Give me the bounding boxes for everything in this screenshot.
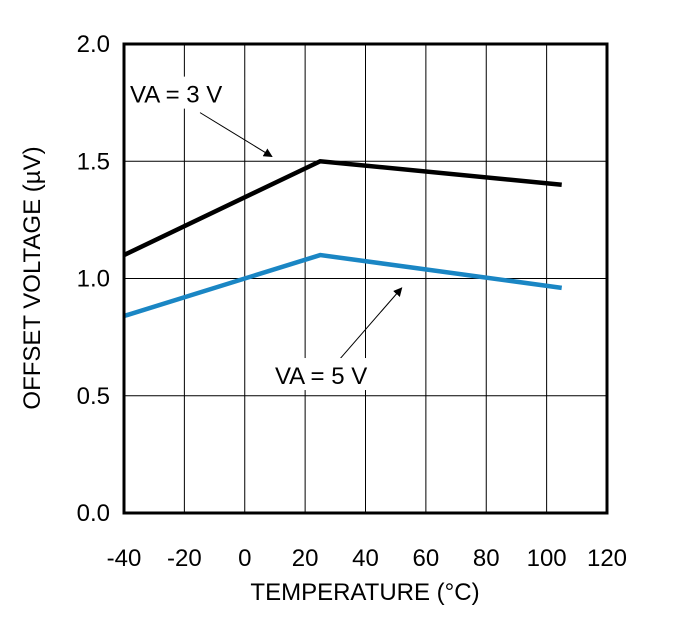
x-tick-label: 60 bbox=[413, 545, 440, 572]
x-tick-label: 120 bbox=[587, 545, 627, 572]
x-tick-label: 100 bbox=[527, 545, 567, 572]
plot-frame bbox=[122, 42, 609, 515]
series-line-va-5v bbox=[123, 252, 563, 319]
y-tick-label: 1.5 bbox=[77, 148, 110, 175]
x-tick-label: 20 bbox=[292, 545, 319, 572]
series-line-va-3v bbox=[123, 158, 562, 258]
grid bbox=[124, 44, 607, 513]
y-tick-label: 0.5 bbox=[77, 383, 110, 410]
annotation-arrow bbox=[338, 287, 403, 361]
x-axis-label: TEMPERATURE (°C) bbox=[250, 579, 479, 606]
x-tick-label: 0 bbox=[238, 545, 251, 572]
y-axis-label: OFFSET VOLTAGE (µV) bbox=[19, 146, 46, 409]
x-tick-label: 80 bbox=[473, 545, 500, 572]
y-tick-labels: 0.0 0.5 1.0 1.5 2.0 bbox=[77, 31, 110, 527]
annotations: VA = 3 V VA = 5 V bbox=[124, 76, 403, 391]
y-tick-label: 0.0 bbox=[77, 500, 110, 527]
annotation-label-va-5v: VA = 5 V bbox=[275, 363, 367, 390]
annotation-arrow bbox=[199, 112, 273, 158]
x-tick-label: 40 bbox=[352, 545, 379, 572]
y-tick-label: 2.0 bbox=[77, 31, 110, 58]
x-tick-label: -20 bbox=[167, 545, 202, 572]
x-tick-label: -40 bbox=[107, 545, 142, 572]
annotation-background bbox=[124, 76, 245, 109]
annotation-label-va-3v: VA = 3 V bbox=[130, 82, 222, 109]
series-group bbox=[123, 158, 563, 319]
y-tick-label: 1.0 bbox=[77, 266, 110, 293]
x-tick-labels: -40 -20 0 20 40 60 80 100 120 bbox=[107, 545, 627, 572]
annotation-background bbox=[268, 358, 389, 391]
